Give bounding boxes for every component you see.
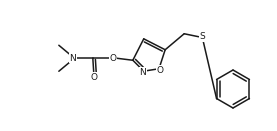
Text: O: O xyxy=(109,54,116,63)
Text: N: N xyxy=(70,54,76,63)
Text: O: O xyxy=(90,73,97,82)
Text: S: S xyxy=(199,32,205,41)
Text: O: O xyxy=(157,66,164,75)
Text: N: N xyxy=(139,68,146,77)
